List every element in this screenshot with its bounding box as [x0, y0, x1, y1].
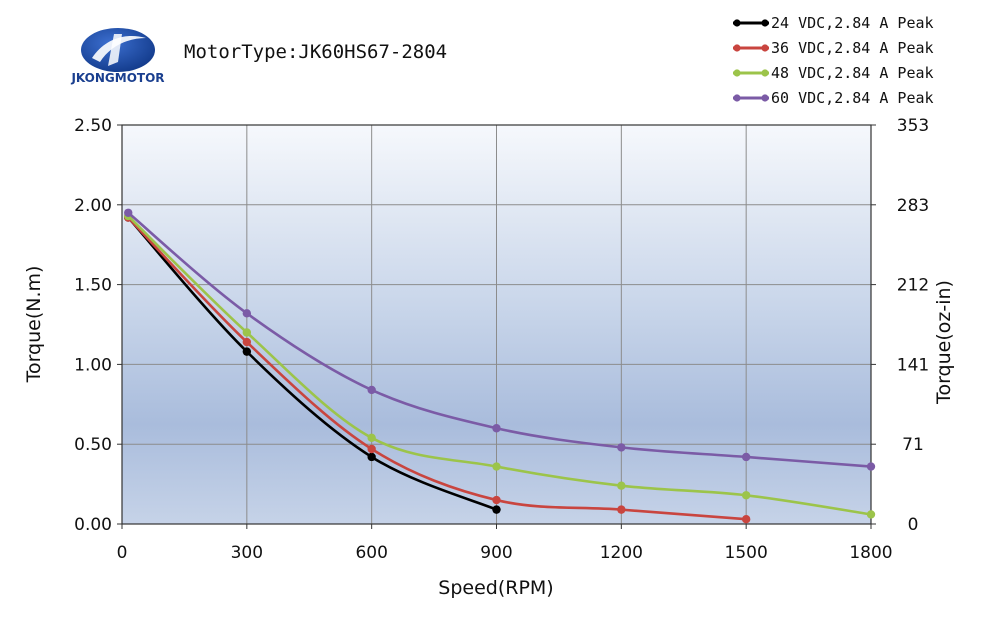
- data-point: [741, 515, 751, 524]
- data-point: [367, 385, 376, 395]
- series-layer: [124, 208, 876, 524]
- grid: [122, 125, 871, 524]
- y-axis-title: Torque(N.m): [23, 266, 45, 384]
- plot-border: [121, 124, 872, 525]
- data-point: [367, 433, 376, 443]
- y2-tick-label: 71: [902, 435, 924, 455]
- legend-label: 60 VDC,2.84 A Peak: [771, 89, 934, 107]
- data-point: [367, 452, 376, 462]
- legend-swatch-marker: [733, 69, 741, 77]
- data-point: [866, 510, 876, 519]
- y-tick-label: 0.00: [74, 515, 112, 535]
- data-point: [492, 462, 501, 471]
- y-tick-label: 2.00: [74, 196, 112, 216]
- legend-swatch-marker: [761, 19, 769, 27]
- data-point: [617, 481, 626, 490]
- data-point: [492, 495, 501, 505]
- series-4: [124, 208, 876, 471]
- y-tick-label: 2.50: [74, 116, 112, 136]
- legend-item: 24 VDC,2.84 A Peak: [733, 14, 934, 32]
- y2-tick-label: 283: [897, 196, 929, 216]
- data-point: [492, 424, 501, 433]
- legend-swatch-marker: [761, 44, 769, 52]
- brand-name: JKONGMOTOR: [70, 71, 164, 85]
- data-point: [242, 347, 252, 356]
- x-tick-label: 1800: [849, 543, 892, 563]
- legend-item: 60 VDC,2.84 A Peak: [733, 89, 934, 107]
- x-tick-label: 900: [480, 543, 512, 563]
- legend-label: 24 VDC,2.84 A Peak: [771, 14, 934, 32]
- legend-item: 36 VDC,2.84 A Peak: [733, 39, 934, 57]
- data-point: [866, 462, 876, 471]
- series-line: [127, 216, 498, 511]
- y2-tick-label: 0: [908, 515, 919, 535]
- data-point: [741, 452, 751, 462]
- x-tick-label: 600: [355, 543, 387, 563]
- y-tick-label: 1.50: [74, 276, 112, 296]
- data-point: [367, 444, 376, 454]
- x-tick-label: 300: [231, 543, 263, 563]
- data-point: [124, 208, 133, 217]
- data-point: [242, 328, 252, 337]
- legend-label: 36 VDC,2.84 A Peak: [771, 39, 934, 57]
- y2-tick-label: 353: [897, 116, 929, 136]
- legend-label: 48 VDC,2.84 A Peak: [771, 64, 934, 82]
- series-2: [124, 213, 751, 524]
- legend-swatch-marker: [761, 69, 769, 77]
- y-tick-label: 0.50: [74, 435, 112, 455]
- x-axis-title: Speed(RPM): [438, 577, 553, 599]
- y2-tick-label: 141: [897, 355, 929, 375]
- legend-swatch-marker: [761, 94, 769, 102]
- brand-logo: JKONGMOTOR: [70, 28, 165, 85]
- data-point: [242, 309, 252, 318]
- x-tick-label: 1500: [725, 543, 768, 563]
- y-tick-label: 1.00: [74, 355, 112, 375]
- legend-item: 48 VDC,2.84 A Peak: [733, 64, 934, 82]
- data-point: [492, 505, 501, 514]
- legend: 24 VDC,2.84 A Peak 36 VDC,2.84 A Peak 48 V…: [733, 14, 934, 107]
- legend-swatch-marker: [733, 19, 741, 27]
- legend-swatch-marker: [733, 44, 741, 52]
- series-line: [127, 216, 747, 521]
- y2-tick-label: 212: [897, 276, 929, 296]
- motor-type-label: MotorType:JK60HS67-2804: [184, 41, 447, 63]
- data-point: [242, 337, 252, 347]
- x-tick-label: 1200: [600, 543, 643, 563]
- data-point: [617, 505, 626, 514]
- x-tick-label: 0: [117, 543, 128, 563]
- y2-axis-title: Torque(oz-in): [933, 280, 955, 405]
- data-point: [617, 443, 626, 452]
- legend-swatch-marker: [733, 94, 741, 102]
- data-point: [741, 491, 751, 500]
